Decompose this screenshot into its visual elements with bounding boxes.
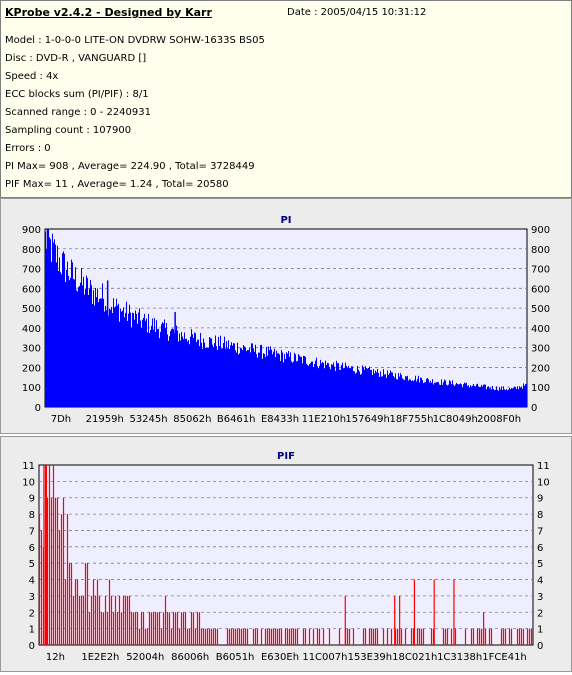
y-tick-label-right: 10 (537, 477, 550, 488)
pi-summary-line: PI Max= 908 , Average= 224.90 , Total= 3… (5, 161, 255, 172)
y-tick-label: 10 (22, 477, 35, 488)
y-tick-label-right: 4 (537, 576, 543, 587)
errors-line: Errors : 0 (5, 143, 51, 154)
speed-line: Speed : 4x (5, 71, 59, 82)
y-tick-label: 900 (22, 225, 41, 236)
y-tick-label: 500 (22, 304, 41, 315)
x-tick-label: B6461h (217, 414, 256, 425)
x-tick-label: 85062h (173, 414, 211, 425)
y-tick-label-right: 300 (531, 344, 550, 355)
y-tick-label: 9 (29, 494, 35, 505)
info-panel: KProbe v2.4.2 - Designed by Karr Date : … (0, 0, 572, 198)
x-tick-label: 1E2E2h (81, 652, 119, 663)
pi-chart-panel: PI 0 0 100 100 200 200 300 300 400 400 500 500 600 600… (0, 198, 572, 434)
y-tick-label-right: 7 (537, 526, 543, 537)
series-marks (38, 465, 533, 645)
y-tick-label: 0 (29, 641, 35, 652)
pif-chart-panel: PIF 0 0 1 1 2 2 3 3 4 4 5 5 6 6 7 7 8 8 9 9 10 10 11 11 12h 1E2E2h… (0, 436, 572, 672)
scan-date: Date : 2005/04/15 10:31:12 (287, 7, 427, 18)
y-tick-label: 1 (29, 625, 35, 636)
y-tick-label-right: 2 (537, 608, 543, 619)
y-tick-label-right: 11 (537, 461, 550, 472)
series-marks (45, 229, 527, 407)
x-tick-label: 7Dh (51, 414, 71, 425)
y-tick-label-right: 0 (531, 403, 537, 414)
y-tick-label: 300 (22, 344, 41, 355)
x-tick-label: 1C3138h (437, 652, 482, 663)
x-tick-label: 1FCE41h (482, 652, 526, 663)
y-tick-label: 800 (22, 245, 41, 256)
x-tick-label: 1C8049h (433, 414, 478, 425)
y-tick-label: 400 (22, 324, 41, 335)
y-tick-label-right: 700 (531, 265, 550, 276)
y-tick-label-right: 5 (537, 559, 543, 570)
x-tick-label: 52004h (126, 652, 164, 663)
x-tick-label: 86006h (171, 652, 209, 663)
y-tick-label-right: 800 (531, 245, 550, 256)
y-tick-label-right: 8 (537, 510, 543, 521)
y-tick-label: 100 (22, 383, 41, 394)
y-tick-label: 3 (29, 592, 35, 603)
disc-line: Disc : DVD-R , VANGUARD [] (5, 53, 147, 64)
x-tick-label: 18C021h (392, 652, 437, 663)
x-tick-label: 153E39h (348, 652, 392, 663)
x-tick-label: 12h (46, 652, 65, 663)
x-tick-label: B6051h (216, 652, 255, 663)
chart-title: PIF (277, 451, 295, 462)
y-tick-label-right: 400 (531, 324, 550, 335)
y-tick-label-right: 1 (537, 625, 543, 636)
y-tick-label-right: 600 (531, 284, 550, 295)
y-tick-label: 0 (35, 403, 41, 414)
x-tick-label: E630Eh (261, 652, 299, 663)
x-tick-label: 21959h (86, 414, 124, 425)
y-tick-label: 600 (22, 284, 41, 295)
y-tick-label: 11 (22, 461, 35, 472)
pif-summary-line: PIF Max= 11 , Average= 1.24 , Total= 205… (5, 179, 229, 190)
y-tick-label: 200 (22, 363, 41, 374)
y-tick-label-right: 500 (531, 304, 550, 315)
x-tick-label: 11C007h (302, 652, 347, 663)
x-tick-label: 2008F0h (477, 414, 521, 425)
pi-chart: PI 0 0 100 100 200 200 300 300 400 400 500 500 600 600… (22, 215, 550, 425)
x-tick-label: 11E210h (302, 414, 346, 425)
x-tick-label: 18F755h (390, 414, 434, 425)
y-tick-label: 700 (22, 265, 41, 276)
sampling-count-line: Sampling count : 107900 (5, 125, 132, 136)
x-tick-label: 157649h (345, 414, 390, 425)
x-tick-label: 53245h (129, 414, 167, 425)
y-tick-label: 4 (29, 576, 35, 587)
y-tick-label-right: 200 (531, 363, 550, 374)
y-tick-label: 6 (29, 543, 35, 554)
x-tick-label: E8433h (261, 414, 299, 425)
y-tick-label-right: 900 (531, 225, 550, 236)
model-line: Model : 1-0-0-0 LITE-ON DVDRW SOHW-1633S… (5, 35, 265, 46)
y-tick-label: 8 (29, 510, 35, 521)
y-tick-label: 5 (29, 559, 35, 570)
y-tick-label-right: 0 (537, 641, 543, 652)
y-tick-label-right: 9 (537, 494, 543, 505)
ecc-line: ECC blocks sum (PI/PIF) : 8/1 (5, 89, 149, 100)
scanned-range-line: Scanned range : 0 - 2240931 (5, 107, 151, 118)
y-tick-label-right: 100 (531, 383, 550, 394)
chart-title: PI (280, 215, 291, 226)
app-title: KProbe v2.4.2 - Designed by Karr (5, 6, 212, 19)
y-tick-label: 2 (29, 608, 35, 619)
y-tick-label: 7 (29, 526, 35, 537)
y-tick-label-right: 6 (537, 543, 543, 554)
y-tick-label-right: 3 (537, 592, 543, 603)
